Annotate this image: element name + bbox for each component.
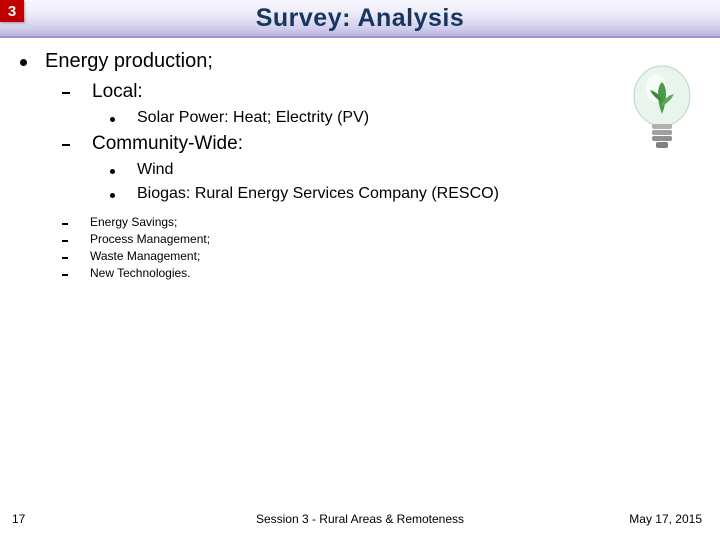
small-item-text: New Technologies.: [90, 266, 191, 280]
dash-icon: [62, 274, 68, 276]
footer-center: Session 3 - Rural Areas & Remoteness: [0, 512, 720, 526]
slide-title: Survey: Analysis: [256, 4, 465, 33]
bullet-icon: [110, 117, 115, 122]
item-row: Biogas: Rural Energy Services Company (R…: [110, 185, 700, 203]
small-item-row: Waste Management;: [62, 249, 700, 263]
small-item-text: Energy Savings;: [90, 215, 177, 229]
small-item-text: Process Management;: [90, 232, 210, 246]
section-label: Community-Wide:: [92, 133, 243, 155]
section-row: Local:: [62, 81, 700, 103]
small-item-text: Waste Management;: [90, 249, 200, 263]
footer-date: May 17, 2015: [629, 512, 702, 526]
item-row: Solar Power: Heat; Electrity (PV): [110, 109, 700, 127]
bullet-icon: [110, 193, 115, 198]
item-row: Wind: [110, 161, 700, 179]
dash-icon: [62, 223, 68, 225]
bullet-icon: [110, 169, 115, 174]
small-item-row: New Technologies.: [62, 266, 700, 280]
small-item-row: Process Management;: [62, 232, 700, 246]
section-row: Community-Wide:: [62, 133, 700, 155]
title-bar: Survey: Analysis: [0, 0, 720, 38]
heading-row: Energy production;: [20, 50, 700, 73]
corner-badge-number: 3: [8, 3, 16, 20]
dash-icon: [62, 92, 70, 94]
corner-badge: 3: [0, 0, 24, 22]
bullet-icon: [20, 59, 27, 66]
content-area: Energy production; Local: Solar Power: H…: [20, 50, 700, 283]
item-text: Solar Power: Heat; Electrity (PV): [137, 109, 369, 127]
dash-icon: [62, 240, 68, 242]
dash-icon: [62, 257, 68, 259]
small-item-row: Energy Savings;: [62, 215, 700, 229]
item-text: Biogas: Rural Energy Services Company (R…: [137, 185, 499, 203]
heading-text: Energy production;: [45, 50, 213, 73]
item-text: Wind: [137, 161, 173, 179]
section-label: Local:: [92, 81, 143, 103]
dash-icon: [62, 144, 70, 146]
